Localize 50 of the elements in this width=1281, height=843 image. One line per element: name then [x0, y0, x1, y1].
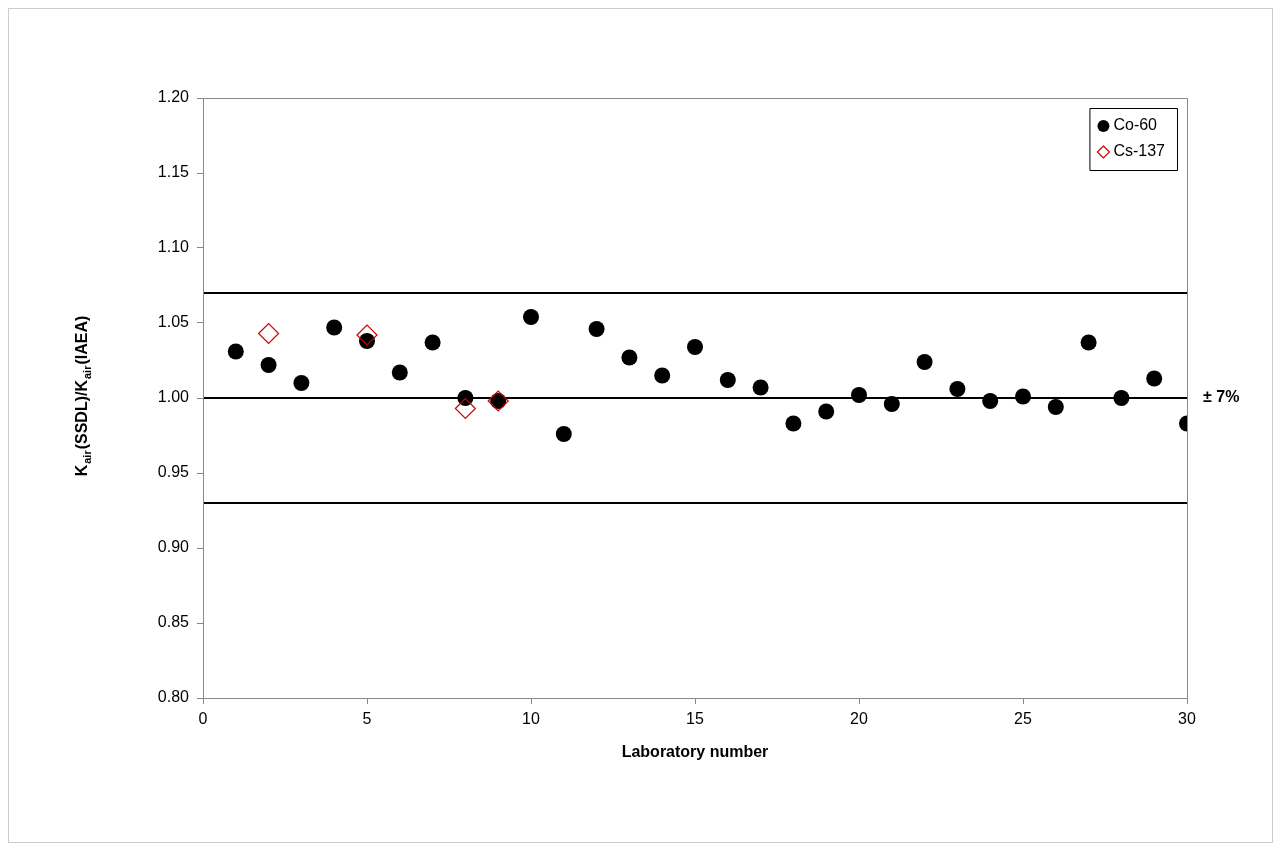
point	[719, 372, 736, 388]
point	[523, 309, 539, 325]
x-tick-label: 25	[1014, 710, 1032, 728]
point	[260, 357, 277, 373]
y-tick-label: 1.15	[157, 163, 190, 181]
point	[555, 426, 572, 442]
point	[1113, 390, 1130, 406]
point	[1047, 399, 1064, 415]
legend-label: Cs-137	[1113, 142, 1166, 160]
point	[1015, 388, 1031, 405]
x-tick-label: 0	[198, 710, 208, 728]
point	[785, 415, 802, 432]
y-tick-label: 0.80	[157, 688, 190, 706]
point	[1146, 370, 1163, 387]
y-tick-label: 1.05	[157, 313, 190, 331]
text: ± 7%	[1203, 388, 1240, 406]
point	[687, 339, 703, 355]
point	[818, 403, 835, 420]
x-tick-label: 15	[686, 710, 704, 728]
point	[1080, 334, 1097, 351]
point	[982, 393, 999, 409]
point	[356, 324, 378, 346]
point	[258, 322, 280, 345]
point	[391, 364, 408, 381]
point	[654, 367, 671, 384]
point	[916, 354, 933, 370]
y-tick-label: 1.20	[157, 88, 190, 106]
y-tick-label: 0.95	[157, 463, 190, 481]
point	[621, 349, 638, 366]
legend-label: Co-60	[1113, 116, 1158, 134]
point	[454, 397, 476, 420]
y-tick-label: 1.10	[157, 238, 190, 256]
y-tick-label: 0.85	[157, 613, 190, 631]
x-tick-label: 20	[850, 710, 868, 728]
point	[227, 343, 244, 360]
x-tick-label: 5	[362, 710, 372, 728]
y-axis-title: Kair(SSDL)/Kair(IAEA)	[73, 315, 93, 477]
point	[752, 379, 769, 396]
point	[883, 396, 900, 412]
y-tick-label: 1.00	[157, 388, 190, 406]
x-tick-label: 10	[522, 710, 540, 728]
point	[293, 375, 310, 391]
y-tick-label: 0.90	[157, 538, 190, 556]
point	[326, 319, 343, 336]
x-tick-label: 30	[1178, 710, 1196, 728]
point	[424, 334, 441, 351]
point	[851, 387, 867, 403]
x-axis-title: Laboratory number	[621, 742, 769, 760]
point	[949, 381, 966, 397]
point	[588, 321, 605, 337]
